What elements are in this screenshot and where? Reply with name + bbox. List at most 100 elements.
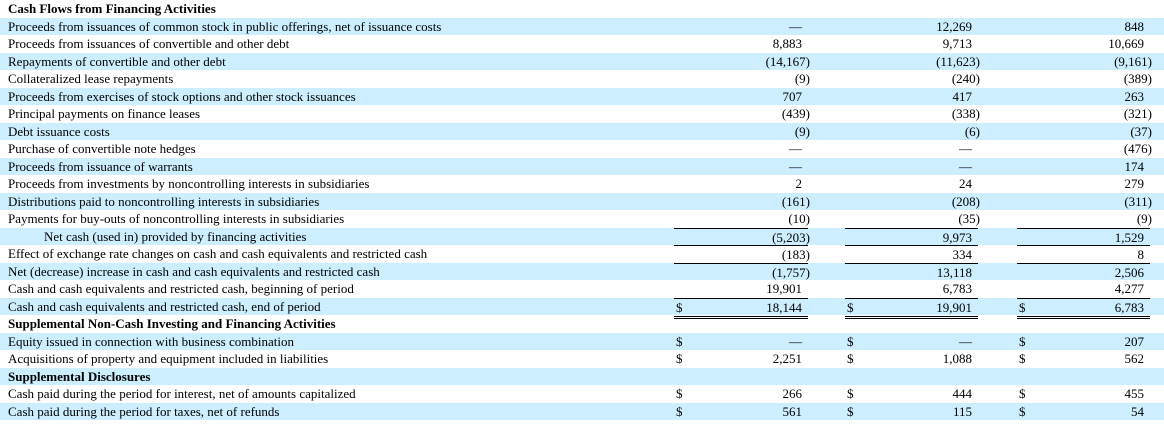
value-cell-year-1: (10): [674, 210, 810, 228]
amount: (1,757): [772, 264, 810, 280]
amount: —: [789, 18, 802, 34]
amount: 444: [952, 386, 973, 401]
amount: 12,269: [936, 18, 972, 34]
value-cell-year-1: $2,251: [674, 350, 808, 368]
value-cell-year-2: $19,901: [845, 297, 978, 319]
value-cell-year-1: 2: [674, 175, 808, 193]
value-cell-year-3: 2,506: [1017, 262, 1150, 282]
amount: (5,203): [772, 229, 810, 245]
amount: —: [959, 333, 972, 349]
value-cell-year-3: (9): [1017, 210, 1152, 228]
row-label: Repayments of convertible and other debt: [8, 53, 226, 69]
row-label: Cash paid during the period for taxes, n…: [8, 403, 280, 419]
amount: —: [789, 141, 802, 156]
row-label: Acquisitions of property and equipment i…: [8, 351, 329, 366]
table-row: Payments for buy-outs of noncontrolling …: [0, 210, 1164, 228]
amount: 6,783: [1114, 299, 1144, 315]
amount: 334: [952, 247, 973, 262]
amount: 115: [952, 403, 972, 419]
value-cell-year-3: $54: [1017, 403, 1150, 421]
value-cell-year-2: 12,269: [845, 18, 978, 36]
table-row: Collateralized lease repayments (9) (240) (…: [0, 70, 1164, 88]
row-label: Proceeds from investments by noncontroll…: [8, 176, 370, 191]
row-label: Proceeds from issuance of warrants: [8, 158, 193, 174]
table-row: Proceeds from issuances of common stock …: [0, 17, 1164, 36]
amount: (35): [958, 211, 980, 226]
amount: 18,144: [766, 299, 802, 315]
row-label: Payments for buy-outs of noncontrolling …: [8, 211, 345, 226]
dollar-sign: $: [847, 299, 854, 315]
dollar-sign: $: [847, 351, 854, 366]
value-cell-year-2: 417: [845, 88, 978, 106]
value-cell-year-1: —: [674, 158, 808, 176]
value-cell-year-3: 279: [1017, 175, 1150, 193]
value-cell-year-1: —: [674, 18, 808, 36]
value-cell-year-1: $561: [674, 403, 808, 421]
dollar-sign: $: [1019, 333, 1026, 349]
amount: (321): [1123, 106, 1152, 121]
table-row: Net (decrease) increase in cash and cash…: [0, 262, 1164, 282]
value-cell-year-2: (338): [845, 105, 980, 123]
value-cell-year-2: $115: [845, 403, 978, 421]
value-cell-year-2: (6): [845, 123, 980, 141]
value-cell-year-2: (208): [845, 193, 980, 211]
value-cell-year-3: 4,277: [1017, 280, 1150, 298]
value-cell-year-1: (161): [674, 193, 810, 211]
amount: (9): [794, 71, 810, 86]
value-cell-year-2: (11,623): [845, 53, 980, 71]
value-cell-year-1: (9): [674, 123, 810, 141]
table-row: Net cash (used in) provided by financing…: [0, 227, 1164, 245]
amount: 562: [1124, 351, 1145, 366]
amount: 2: [795, 176, 803, 191]
value-cell-year-2: 13,118: [845, 262, 978, 282]
amount: 1,088: [942, 351, 972, 366]
amount: (476): [1123, 141, 1152, 156]
value-cell-year-3: (389): [1017, 70, 1152, 88]
amount: (11,623): [936, 53, 980, 69]
amount: (338): [951, 106, 980, 121]
value-cell-year-3: $562: [1017, 350, 1150, 368]
dollar-sign: $: [1019, 386, 1026, 401]
amount: 561: [782, 403, 803, 419]
dollar-sign: $: [676, 333, 683, 349]
amount: 19,901: [936, 299, 972, 315]
amount: 19,901: [766, 281, 802, 296]
value-cell-year-3: 848: [1017, 18, 1150, 36]
value-cell-year-3: 8: [1017, 245, 1150, 264]
value-cell-year-3: (311): [1017, 193, 1152, 211]
amount: 6,783: [942, 281, 972, 296]
row-label: Cash and cash equivalents and restricted…: [8, 281, 354, 296]
amount: (9): [1136, 211, 1152, 226]
amount: —: [959, 141, 972, 156]
table-row: Proceeds from exercises of stock options…: [0, 87, 1164, 106]
value-cell-year-2: —: [845, 140, 978, 158]
value-cell-year-3: $455: [1017, 385, 1150, 403]
table-row: Proceeds from issuance of warrants — — 174: [0, 157, 1164, 176]
table-row: Effect of exchange rate changes on cash …: [0, 245, 1164, 263]
value-cell-year-1: $18,144: [674, 297, 808, 319]
row-label: Collateralized lease repayments: [8, 71, 174, 86]
value-cell-year-3: 10,669: [1017, 35, 1150, 53]
value-cell-year-1: $266: [674, 385, 808, 403]
table-row: Cash and cash equivalents and restricted…: [0, 280, 1164, 298]
table-row: Cash paid during the period for taxes, n…: [0, 402, 1164, 421]
amount: 10,669: [1108, 36, 1144, 51]
amount: (208): [951, 193, 980, 209]
row-label: Proceeds from issuances of common stock …: [8, 18, 442, 34]
section-header-row: Cash Flows from Financing Activities: [0, 0, 1164, 18]
value-cell-year-3: $6,783: [1017, 297, 1150, 319]
dollar-sign: $: [847, 386, 854, 401]
amount: 2,251: [772, 351, 802, 366]
value-cell-year-2: 6,783: [845, 280, 978, 298]
amount: (439): [781, 106, 810, 121]
amount: 8,883: [772, 36, 802, 51]
value-cell-year-2: 334: [845, 245, 978, 264]
row-label: Equity issued in connection with busines…: [8, 333, 294, 349]
value-cell-year-1: (1,757): [674, 262, 810, 282]
value-cell-year-2: $ —: [845, 333, 978, 351]
row-label: Proceeds from issuances of convertible a…: [8, 36, 290, 51]
value-cell-year-1: 19,901: [674, 280, 808, 298]
amount: 9,713: [942, 36, 972, 51]
amount: 174: [1124, 158, 1145, 174]
value-cell-year-3: (321): [1017, 105, 1152, 123]
